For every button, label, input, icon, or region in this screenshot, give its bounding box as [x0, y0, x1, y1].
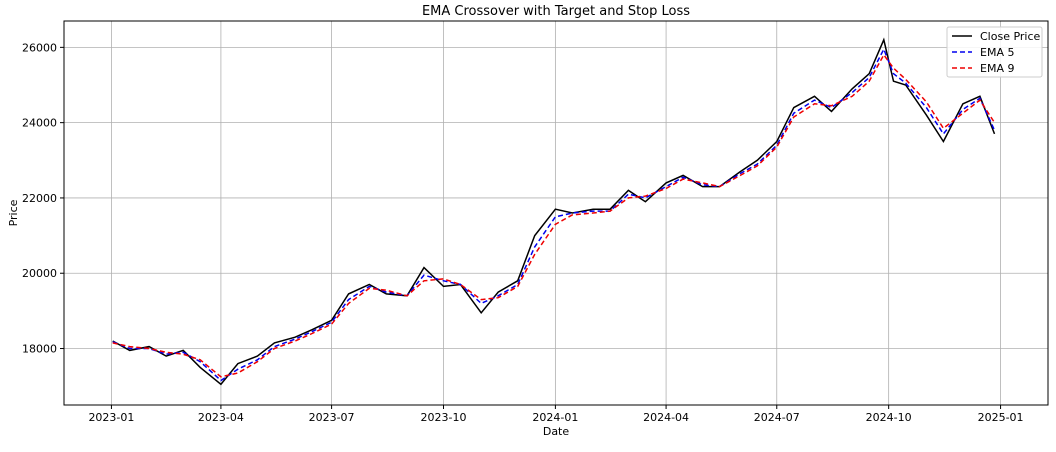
x-tick-label: 2024-01	[532, 411, 578, 424]
legend-label: EMA 5	[980, 46, 1014, 59]
grid-lines	[64, 21, 1048, 405]
y-tick-label: 20000	[22, 267, 57, 280]
chart-title: EMA Crossover with Target and Stop Loss	[422, 4, 690, 19]
x-tick-label: 2023-04	[198, 411, 244, 424]
x-tick-label: 2023-01	[88, 411, 134, 424]
x-tick-label: 2025-01	[978, 411, 1024, 424]
x-tick-label: 2024-04	[643, 411, 689, 424]
plot-frame	[63, 20, 1049, 406]
series-line-close-price	[112, 37, 996, 386]
legend: Close Price EMA 5 EMA 9	[946, 26, 1043, 78]
legend-box	[946, 26, 1043, 78]
axis-ticks: 2023-01 2023-04 2023-07 2023-10 2024-01 2024-…	[22, 41, 1024, 424]
y-axis-label: Price	[7, 199, 20, 226]
x-tick-label: 2023-10	[421, 411, 467, 424]
y-tick-label: 22000	[22, 192, 57, 205]
series-lines	[112, 37, 996, 386]
x-tick-label: 2024-10	[866, 411, 912, 424]
y-tick-label: 18000	[22, 343, 57, 356]
x-axis-label: Date	[543, 425, 570, 438]
y-tick-label: 26000	[22, 41, 57, 54]
y-tick-label: 24000	[22, 117, 57, 130]
x-tick-label: 2024-07	[754, 411, 800, 424]
legend-label: Close Price	[980, 30, 1041, 43]
series-line-ema-9	[112, 53, 996, 378]
x-tick-label: 2023-07	[309, 411, 355, 424]
legend-label: EMA 9	[980, 62, 1014, 75]
series-line-ema-5	[112, 47, 996, 382]
